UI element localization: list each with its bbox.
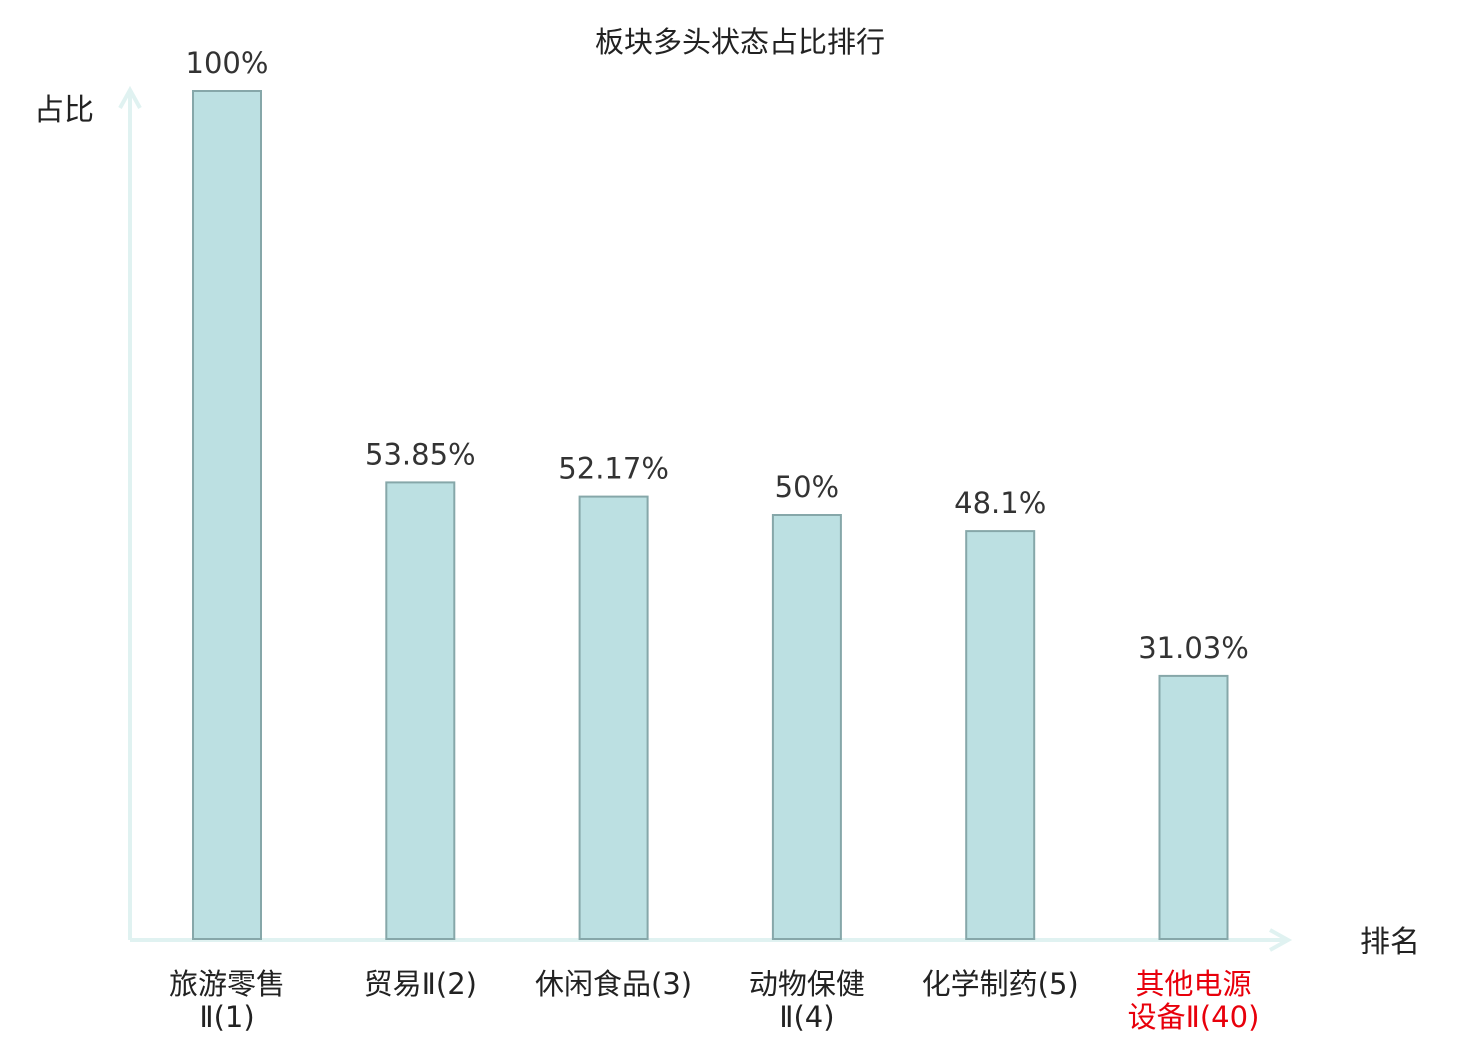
bar [965,530,1036,940]
bar-value-label: 100% [186,46,269,80]
chart-title: 板块多头状态占比排行 [595,25,885,59]
x-tick-label: Ⅱ(1) [199,1000,254,1034]
bar-value-label: 31.03% [1138,631,1249,665]
bar-value-label: 48.1% [954,486,1046,520]
x-tick-label: 贸易Ⅱ(2) [364,967,477,1001]
x-axis [130,928,1293,952]
x-tick-label: 旅游零售 [169,967,285,1001]
value-labels: 100% 53.85% 52.17% 50% 48.1% 31.03% [186,46,1249,665]
bar-value-label: 53.85% [365,437,476,471]
x-tick-label: Ⅱ(4) [779,1000,834,1034]
bars [192,90,1229,941]
bar [1158,674,1229,941]
bar [578,495,649,940]
bar [192,90,262,940]
x-tick-label: 休闲食品(3) [535,967,692,1001]
bar [771,514,842,940]
y-axis-label: 占比 [34,93,94,128]
x-tick-label: 设备Ⅱ(40) [1128,1000,1260,1034]
y-axis [118,85,142,940]
x-tick-label: 动物保健 [749,967,865,1001]
x-tick-label: 其他电源 [1135,967,1251,1001]
bar-value-label: 52.17% [558,452,669,486]
x-axis-label: 排名 [1360,925,1420,960]
x-tick-label: 化学制药(5) [922,967,1079,1001]
bar-value-label: 50% [775,470,839,504]
bar [385,481,456,940]
